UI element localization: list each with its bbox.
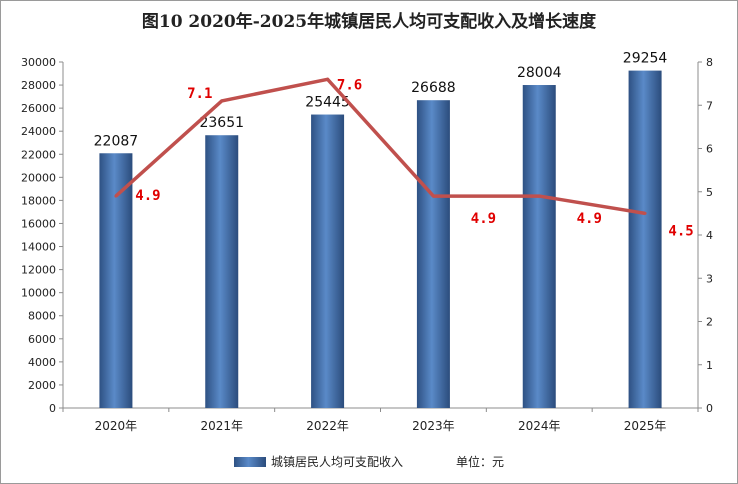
left-tick-label: 16000 [21,217,56,230]
right-tick-label: 5 [706,186,713,199]
bar [311,114,345,408]
bar-value-label: 26688 [411,80,456,96]
legend-swatch [234,457,266,467]
bar-value-label: 29254 [623,51,668,67]
unit-note: 单位：元 [456,454,504,469]
left-tick-label: 28000 [21,79,56,92]
right-tick-label: 4 [706,229,713,242]
left-tick-label: 26000 [21,102,56,115]
right-tick-label: 6 [706,143,713,156]
growth-rate-label: 7.1 [187,86,212,102]
left-tick-label: 12000 [21,264,56,277]
growth-rate-line [114,77,646,216]
x-category-label: 2022年 [306,419,349,433]
right-tick-label: 0 [706,402,713,415]
bar [628,70,662,408]
x-category-label: 2020年 [95,419,138,433]
x-category-label: 2025年 [624,419,667,433]
bar [522,85,556,408]
left-tick-label: 20000 [21,171,56,184]
left-tick-label: 24000 [21,125,56,138]
growth-rate-point [643,211,647,215]
chart-title: 图10 2020年-2025年城镇居民人均可支配收入及增长速度 [141,12,597,32]
left-tick-label: 6000 [28,333,56,346]
growth-rate-point [537,194,541,198]
x-category-label: 2023年 [412,419,455,433]
left-tick-label: 4000 [28,356,56,369]
bar-value-label: 28004 [517,65,562,81]
right-tick-label: 3 [706,272,713,285]
bar [99,153,133,408]
x-category-label: 2021年 [200,419,243,433]
growth-rate-label: 4.5 [668,223,693,239]
growth-rate-point [220,99,224,103]
right-tick-label: 1 [706,359,713,372]
right-tick-label: 7 [706,99,713,112]
left-tick-label: 10000 [21,287,56,300]
bar [416,100,450,409]
growth-rate-point [114,194,118,198]
left-tick-label: 14000 [21,241,56,254]
growth-rate-label: 4.9 [577,211,602,227]
growth-rate-label: 7.6 [337,77,362,93]
left-tick-label: 30000 [21,56,56,69]
left-tick-label: 18000 [21,194,56,207]
bar [205,135,239,408]
growth-rate-point [431,194,435,198]
x-category-label: 2024年 [518,419,561,433]
right-tick-label: 8 [706,56,713,69]
left-tick-label: 0 [49,402,56,415]
left-tick-label: 2000 [28,379,56,392]
left-tick-label: 8000 [28,310,56,323]
growth-rate-point [326,77,330,81]
left-tick-label: 22000 [21,148,56,161]
growth-rate-label: 4.9 [471,211,496,227]
legend-label: 城镇居民人均可支配收入 [271,455,403,469]
bar-value-label: 22087 [94,133,139,149]
bar-value-label: 23651 [199,115,244,131]
growth-rate-label: 4.9 [135,188,160,204]
right-tick-label: 2 [706,316,713,329]
bar-value-label: 25445 [305,95,350,111]
